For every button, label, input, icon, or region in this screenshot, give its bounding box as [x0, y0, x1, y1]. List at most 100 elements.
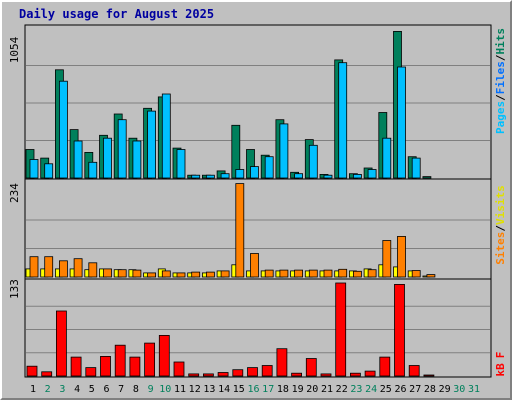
day-label: 19: [292, 384, 304, 395]
sites-bar: [338, 268, 348, 278]
files-bar: [29, 159, 39, 179]
files-bar: [250, 166, 259, 179]
sites-bar: [161, 270, 171, 278]
kbytes-bar: [56, 310, 67, 377]
files-bar: [294, 173, 304, 179]
sites-bar: [73, 258, 83, 278]
day-label: 7: [118, 384, 124, 395]
kbytes-bar: [247, 367, 258, 377]
sites-bar: [382, 240, 392, 278]
sites-bar: [367, 269, 377, 278]
day-label: 17: [262, 384, 274, 395]
sites-bar: [250, 253, 259, 278]
kbytes-bar: [408, 365, 420, 377]
day-label: 20: [306, 384, 318, 395]
sites-bar: [235, 183, 245, 278]
sites-bar: [308, 269, 318, 278]
day-label: 21: [321, 384, 333, 395]
sites-bar: [205, 271, 215, 278]
day-label: 24: [365, 384, 377, 395]
top-axis-max-label: 1054: [8, 36, 21, 63]
day-label: 29: [439, 384, 451, 395]
kbytes-bar: [349, 372, 361, 377]
sites-bar: [397, 235, 406, 278]
kbytes-bar: [100, 355, 111, 377]
day-label: 25: [380, 384, 392, 395]
top-panel-legend: Pages/Files/Hits: [494, 28, 507, 134]
files-bar: [279, 123, 289, 179]
day-labels: 1 2 3 4 5 6 7 8 9 10 11 12 13 14 15 16 17 18 19 20 21 22 23 24 2…: [30, 384, 480, 395]
day-label: 13: [203, 384, 215, 395]
chart-title: Daily usage for August 2025: [19, 7, 214, 21]
kbytes-bar: [217, 372, 229, 377]
files-bar: [411, 157, 421, 179]
panel-top-frame: [24, 24, 492, 180]
kbytes-bar: [379, 356, 391, 377]
sites-bar: [191, 271, 201, 278]
sites-bar: [29, 256, 39, 278]
hits-bar: [422, 176, 432, 179]
day-label: 5: [89, 384, 95, 395]
sites-bar: [103, 268, 112, 278]
files-bar: [103, 137, 112, 179]
legend-pages: Pages: [494, 101, 507, 134]
legend-f: F: [494, 352, 507, 359]
legend-hits: Hits: [494, 28, 507, 55]
files-bar: [397, 66, 406, 179]
sites-bar: [147, 272, 157, 278]
kbytes-bar: [158, 334, 170, 377]
sites-bar: [176, 272, 186, 278]
day-label: 22: [336, 384, 348, 395]
kbytes-bar: [335, 282, 347, 377]
day-label: 1: [30, 384, 36, 395]
day-label: 8: [133, 384, 139, 395]
legend-sep-2: /: [494, 54, 507, 61]
sites-bar: [264, 269, 274, 278]
sites-bar: [59, 260, 68, 278]
kbytes-bar: [114, 344, 126, 377]
legend-visits: Visits: [494, 185, 507, 225]
middle-panel-legend: Sites/Visits: [494, 185, 507, 265]
files-bar: [308, 144, 318, 179]
day-label: 31: [468, 384, 480, 395]
day-label: 30: [453, 384, 465, 395]
kbytes-bar: [173, 361, 185, 377]
files-bar: [73, 140, 83, 179]
files-bar: [88, 161, 98, 179]
files-bar: [323, 174, 333, 179]
sites-bar: [220, 270, 230, 278]
kbytes-bar: [232, 369, 244, 377]
files-bar: [235, 169, 245, 179]
files-bar: [382, 137, 392, 179]
files-bar: [117, 119, 127, 179]
sites-bar: [352, 270, 362, 278]
sites-bar: [323, 269, 333, 278]
files-bar: [191, 174, 201, 179]
day-label: 14: [218, 384, 230, 395]
day-label: 26: [394, 384, 406, 395]
files-bar: [147, 110, 157, 179]
kbytes-bar: [70, 356, 82, 377]
kbytes-bar: [276, 348, 288, 377]
files-bar: [205, 174, 215, 179]
kbytes-bar: [26, 365, 38, 377]
legend-sites: Sites: [494, 232, 507, 265]
legend-files: Files: [494, 61, 507, 94]
day-label: 6: [103, 384, 109, 395]
files-bar: [59, 80, 68, 179]
grid-lines: [26, 65, 490, 354]
day-label: 4: [74, 384, 80, 395]
day-label: 18: [277, 384, 289, 395]
kbytes-bar: [320, 373, 332, 377]
kbytes-bar: [41, 371, 53, 377]
bars-layer: [25, 30, 436, 377]
legend-sep-3: /: [494, 225, 507, 232]
files-bar: [338, 62, 348, 179]
files-bar: [220, 173, 230, 179]
kbytes-bar: [188, 373, 200, 377]
files-bar: [176, 149, 186, 179]
kbytes-bar: [261, 365, 273, 377]
day-label: 27: [409, 384, 421, 395]
